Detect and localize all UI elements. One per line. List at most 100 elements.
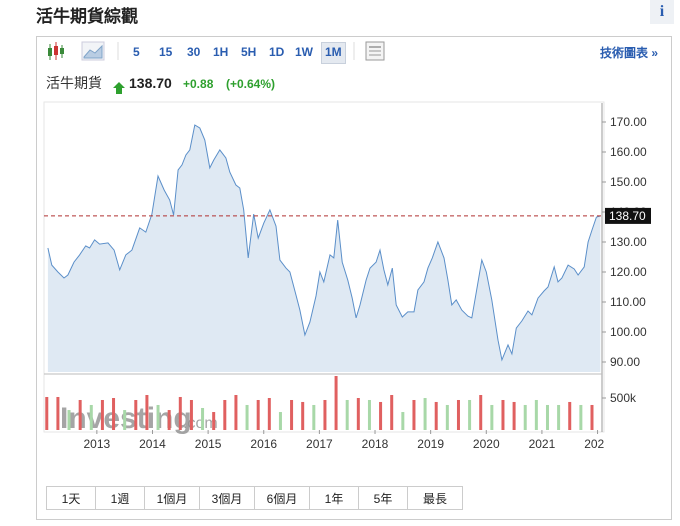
range-button[interactable]: 3個月 <box>199 486 255 510</box>
widget-frame <box>36 36 672 520</box>
volume-bar <box>445 404 449 430</box>
volume-bar <box>100 399 104 430</box>
interval-button[interactable]: 5H <box>241 45 257 59</box>
instrument-name: 活牛期貨 <box>46 75 102 91</box>
range-button[interactable]: 1年 <box>309 486 359 510</box>
volume-bar <box>89 404 93 430</box>
interval-button[interactable]: 15 <box>159 45 173 59</box>
x-tick-label: 2013 <box>83 437 110 451</box>
x-axis: 2013 2014 2015 2016 2017 2018 2019 2020 2021 2022 <box>83 437 611 451</box>
volume-bar <box>479 395 483 430</box>
up-arrow <box>113 82 125 94</box>
x-tick-label: 2018 <box>362 437 389 451</box>
x-tick-label: 2014 <box>139 437 166 451</box>
change-percent: (+0.64%) <box>226 77 275 91</box>
volume-bar <box>201 407 205 430</box>
volume-bar <box>189 399 193 430</box>
range-button[interactable]: 1週 <box>95 486 145 510</box>
volume-bar <box>301 401 305 430</box>
volume-bar <box>434 401 438 430</box>
volume-bar <box>167 410 171 430</box>
volume-bar <box>345 399 349 430</box>
x-tick-label: 2016 <box>250 437 277 451</box>
volume-bar <box>290 399 294 430</box>
volume-bar <box>67 410 71 430</box>
volume-bar <box>45 396 49 430</box>
volume-bar <box>423 398 427 430</box>
y-tick-label: 110.00 <box>610 295 646 309</box>
volume-bar <box>512 401 516 430</box>
volume-bar <box>379 401 383 430</box>
volume-bar <box>323 399 327 430</box>
interval-button[interactable]: 1D <box>269 45 285 59</box>
interval-button[interactable]: 1M <box>321 42 346 64</box>
volume-bar <box>356 398 360 430</box>
volume-bar <box>468 399 472 430</box>
range-button[interactable]: 1個月 <box>144 486 200 510</box>
x-tick-label: 2017 <box>306 437 333 451</box>
volume-bar <box>557 404 561 430</box>
volume-bar <box>156 404 160 430</box>
volume-bar <box>178 396 182 430</box>
x-tick-label: 2019 <box>417 437 444 451</box>
y-tick-label: 160.00 <box>610 145 647 159</box>
x-tick-label: 2020 <box>473 437 500 451</box>
volume-bar <box>390 395 394 430</box>
volume-bar <box>367 399 371 430</box>
volume-bar <box>145 395 149 430</box>
x-tick-label: 2022 <box>584 437 611 451</box>
volume-bar <box>212 412 216 430</box>
technical-link[interactable]: 技術圖表 » <box>600 46 659 60</box>
x-tick-label: 2021 <box>529 437 556 451</box>
y-tick-label: 150.00 <box>610 175 647 189</box>
volume-bar <box>234 395 238 430</box>
volume-bar <box>223 399 227 430</box>
current-price-label: 138.70 <box>609 209 646 223</box>
interval-button[interactable]: 5 <box>133 45 140 59</box>
volume-bar <box>545 404 549 430</box>
page-title: 活牛期貨綜觀 <box>36 7 138 26</box>
x-tick-label: 2015 <box>195 437 222 451</box>
volume-bar <box>523 404 527 430</box>
range-button[interactable]: 6個月 <box>254 486 310 510</box>
volume-bar <box>112 398 116 430</box>
volume-bar <box>134 399 138 430</box>
y-tick-label: 100.00 <box>610 325 647 339</box>
volume-bar <box>334 376 338 430</box>
current-price-box <box>605 207 651 224</box>
y-tick-label: 130.00 <box>610 235 647 249</box>
range-button[interactable]: 最長 <box>407 486 463 510</box>
volume-bar <box>123 410 127 430</box>
volume-bar <box>401 412 405 430</box>
volume-bar <box>56 396 60 430</box>
interval-button[interactable]: 30 <box>187 45 201 59</box>
volume-tick-label: 500k <box>610 391 637 405</box>
area-fill <box>47 125 601 372</box>
volume-bar <box>245 404 249 430</box>
info-button[interactable]: i <box>650 0 674 24</box>
interval-button[interactable]: 1H <box>213 45 229 59</box>
volume-bar <box>412 399 416 430</box>
price: 138.70 <box>129 75 172 91</box>
volume-bar <box>267 398 271 430</box>
volume-bar <box>456 399 460 430</box>
volume-bar <box>78 399 82 430</box>
volume-bar <box>256 399 260 430</box>
volume-bar <box>590 404 594 430</box>
volume-bar <box>579 404 583 430</box>
range-button[interactable]: 1天 <box>46 486 96 510</box>
range-button[interactable]: 5年 <box>358 486 408 510</box>
y-tick-label: 90.00 <box>610 355 640 369</box>
volume-bar <box>568 401 572 430</box>
change: +0.88 <box>183 77 214 91</box>
interval-button[interactable]: 1W <box>295 45 313 59</box>
volume-bar <box>534 399 538 430</box>
y-tick-label: 120.00 <box>610 265 647 279</box>
toolbar-icons <box>48 41 385 61</box>
price-line <box>47 124 601 362</box>
plot-frame <box>43 101 605 433</box>
volume-bar <box>490 404 494 430</box>
volume-bar <box>501 399 505 430</box>
